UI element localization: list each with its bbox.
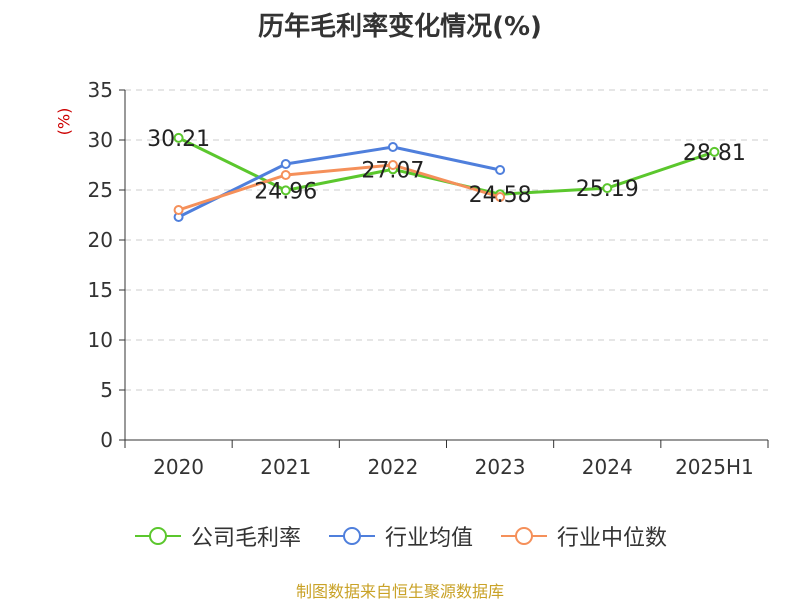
legend-marker-icon bbox=[501, 527, 547, 545]
data-label: 30.21 bbox=[147, 127, 210, 152]
x-tick-label: 2025H1 bbox=[675, 455, 754, 479]
y-tick-label: 25 bbox=[88, 178, 113, 202]
y-tick-label: 10 bbox=[88, 328, 113, 352]
data-source-note: 制图数据来自恒生聚源数据库 bbox=[295, 582, 504, 601]
y-tick-label: 15 bbox=[88, 278, 113, 302]
legend: 公司毛利率 行业均值 行业中位数 bbox=[0, 520, 800, 552]
data-label: 28.81 bbox=[683, 141, 746, 166]
data-label: 25.19 bbox=[576, 177, 639, 202]
chart-title: 历年毛利率变化情况(%) bbox=[258, 12, 542, 42]
series-line bbox=[178, 163, 501, 212]
y-tick-label: 0 bbox=[100, 428, 113, 452]
data-point bbox=[280, 185, 291, 196]
x-tick-label: 2021 bbox=[260, 455, 311, 479]
data-point bbox=[280, 159, 291, 169]
y-tick-label: 20 bbox=[88, 228, 113, 252]
legend-label: 行业中位数 bbox=[557, 526, 668, 551]
data-point bbox=[495, 165, 506, 175]
data-point bbox=[387, 142, 398, 152]
data-point bbox=[173, 132, 184, 143]
legend-item-company[interactable]: 公司毛利率 bbox=[133, 520, 301, 552]
data-point bbox=[602, 183, 613, 194]
legend-label: 公司毛利率 bbox=[190, 526, 301, 551]
y-tick-label: 35 bbox=[88, 78, 113, 102]
data-point bbox=[280, 170, 291, 180]
data-label: 24.58 bbox=[469, 183, 532, 208]
x-tick-label: 2024 bbox=[582, 455, 633, 479]
y-tick-label: 30 bbox=[88, 128, 113, 152]
x-tick-label: 2020 bbox=[153, 455, 204, 479]
legend-item-industry-median[interactable]: 行业中位数 bbox=[499, 520, 667, 552]
legend-item-industry-mean[interactable]: 行业均值 bbox=[327, 520, 473, 552]
data-point bbox=[173, 205, 184, 215]
legend-label: 行业均值 bbox=[384, 526, 473, 551]
x-tick-label: 2022 bbox=[367, 455, 418, 479]
x-tick-label: 2023 bbox=[475, 455, 526, 479]
data-point bbox=[709, 146, 720, 157]
legend-marker-icon bbox=[328, 527, 375, 545]
data-label: 24.96 bbox=[254, 179, 317, 204]
data-point bbox=[495, 192, 506, 202]
data-label: 27.07 bbox=[361, 158, 424, 183]
series-line bbox=[177, 145, 501, 219]
y-tick-label: 5 bbox=[100, 378, 113, 402]
data-point bbox=[387, 160, 398, 170]
legend-marker-icon bbox=[134, 527, 181, 545]
